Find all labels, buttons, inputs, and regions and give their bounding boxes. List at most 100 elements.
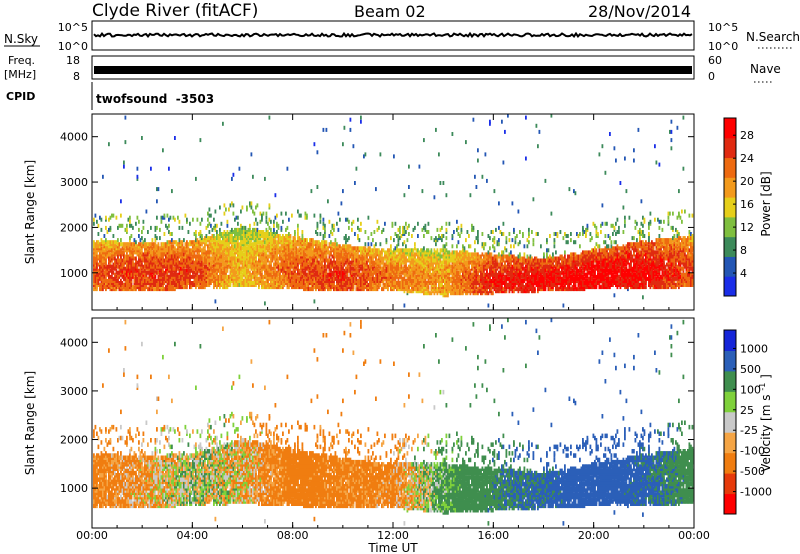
power-cell [100, 268, 103, 273]
power-cell [339, 254, 341, 259]
power-cell [97, 223, 100, 228]
power-cell [174, 240, 176, 245]
power-cell [268, 244, 271, 249]
power-cell [406, 238, 409, 243]
power-cell [258, 276, 260, 281]
power-cell [157, 285, 160, 290]
power-cell [225, 264, 227, 269]
power-cell [286, 166, 289, 171]
power-cell [214, 256, 217, 261]
power-cell [390, 236, 392, 241]
power-cell [168, 274, 170, 279]
power-cell [249, 201, 251, 206]
power-cell [108, 270, 110, 275]
power-cell [135, 246, 137, 251]
power-cell [241, 205, 244, 210]
power-cell [138, 268, 140, 273]
power-cell [250, 260, 253, 265]
power-cell [303, 287, 305, 292]
power-cell [312, 260, 314, 265]
power-cell [312, 274, 314, 279]
power-cell [340, 254, 343, 259]
power-cell [220, 232, 223, 236]
power-cell [421, 189, 424, 194]
power-cell [204, 260, 206, 265]
power-cell [127, 264, 130, 269]
power-cell [204, 281, 206, 285]
power-cell [172, 215, 175, 220]
power-cell [231, 266, 233, 271]
power-cell [99, 264, 101, 269]
power-cell [222, 281, 224, 285]
power-cell [181, 225, 184, 230]
power-cell [240, 209, 242, 214]
power-cell [337, 285, 340, 290]
power-cell [246, 279, 248, 283]
power-cell [414, 225, 416, 230]
power-cell [247, 256, 250, 261]
power-cell [405, 221, 407, 226]
power-cell [276, 285, 278, 290]
power-cell [262, 230, 265, 234]
power-cell [201, 234, 203, 238]
power-cell [333, 270, 335, 275]
power-cell [219, 258, 221, 263]
power-cell [190, 248, 193, 253]
power-cell [160, 215, 163, 220]
power-cell [355, 166, 358, 171]
power-cell [351, 227, 353, 232]
power-cell [225, 236, 227, 241]
power-cell [285, 211, 287, 216]
power-cell [285, 270, 287, 275]
power-cell [157, 254, 160, 259]
power-cell [292, 274, 295, 279]
power-cell [172, 268, 175, 273]
power-cell [153, 283, 155, 287]
power-cell [145, 250, 148, 255]
power-cell [162, 254, 164, 259]
power-cell [283, 254, 286, 259]
power-cell [154, 287, 157, 292]
power-cell [237, 254, 239, 259]
power-cell [297, 262, 299, 267]
power-cell [217, 244, 220, 249]
power-cell [414, 242, 416, 247]
power-cell [318, 264, 320, 269]
power-cell [102, 268, 104, 273]
power-cell [304, 252, 307, 257]
power-cell [243, 240, 245, 245]
power-cell [262, 254, 265, 259]
power-cell [150, 225, 152, 230]
power-cell [271, 244, 274, 249]
power-cell [177, 272, 179, 277]
power-cell [433, 195, 436, 200]
power-cell [127, 217, 130, 222]
power-cell [97, 240, 100, 245]
power-cell [183, 246, 185, 251]
power-cell [391, 221, 394, 226]
power-cell [237, 264, 239, 269]
power-cell [139, 244, 142, 249]
power-cell [222, 232, 224, 236]
power-cell [225, 262, 227, 267]
power-cell [294, 268, 296, 273]
power-cell [133, 279, 136, 283]
power-cell [340, 264, 343, 269]
cpid-label: CPID [6, 90, 35, 103]
power-cell [201, 217, 203, 222]
power-cell [153, 242, 155, 247]
power-cell [316, 185, 319, 189]
power-cell [97, 274, 100, 279]
power-cell [288, 240, 290, 245]
nsearch-tick-top: 10^5 [708, 21, 738, 34]
power-cell [172, 240, 175, 245]
power-cell [117, 274, 119, 279]
nsky-panel-frame [91, 20, 695, 51]
power-cell [322, 221, 325, 226]
power-cell [126, 227, 128, 232]
power-cell [321, 281, 323, 285]
power-cell [282, 279, 284, 283]
power-cell [112, 276, 115, 281]
power-cell [166, 225, 169, 230]
power-cell [306, 274, 308, 279]
